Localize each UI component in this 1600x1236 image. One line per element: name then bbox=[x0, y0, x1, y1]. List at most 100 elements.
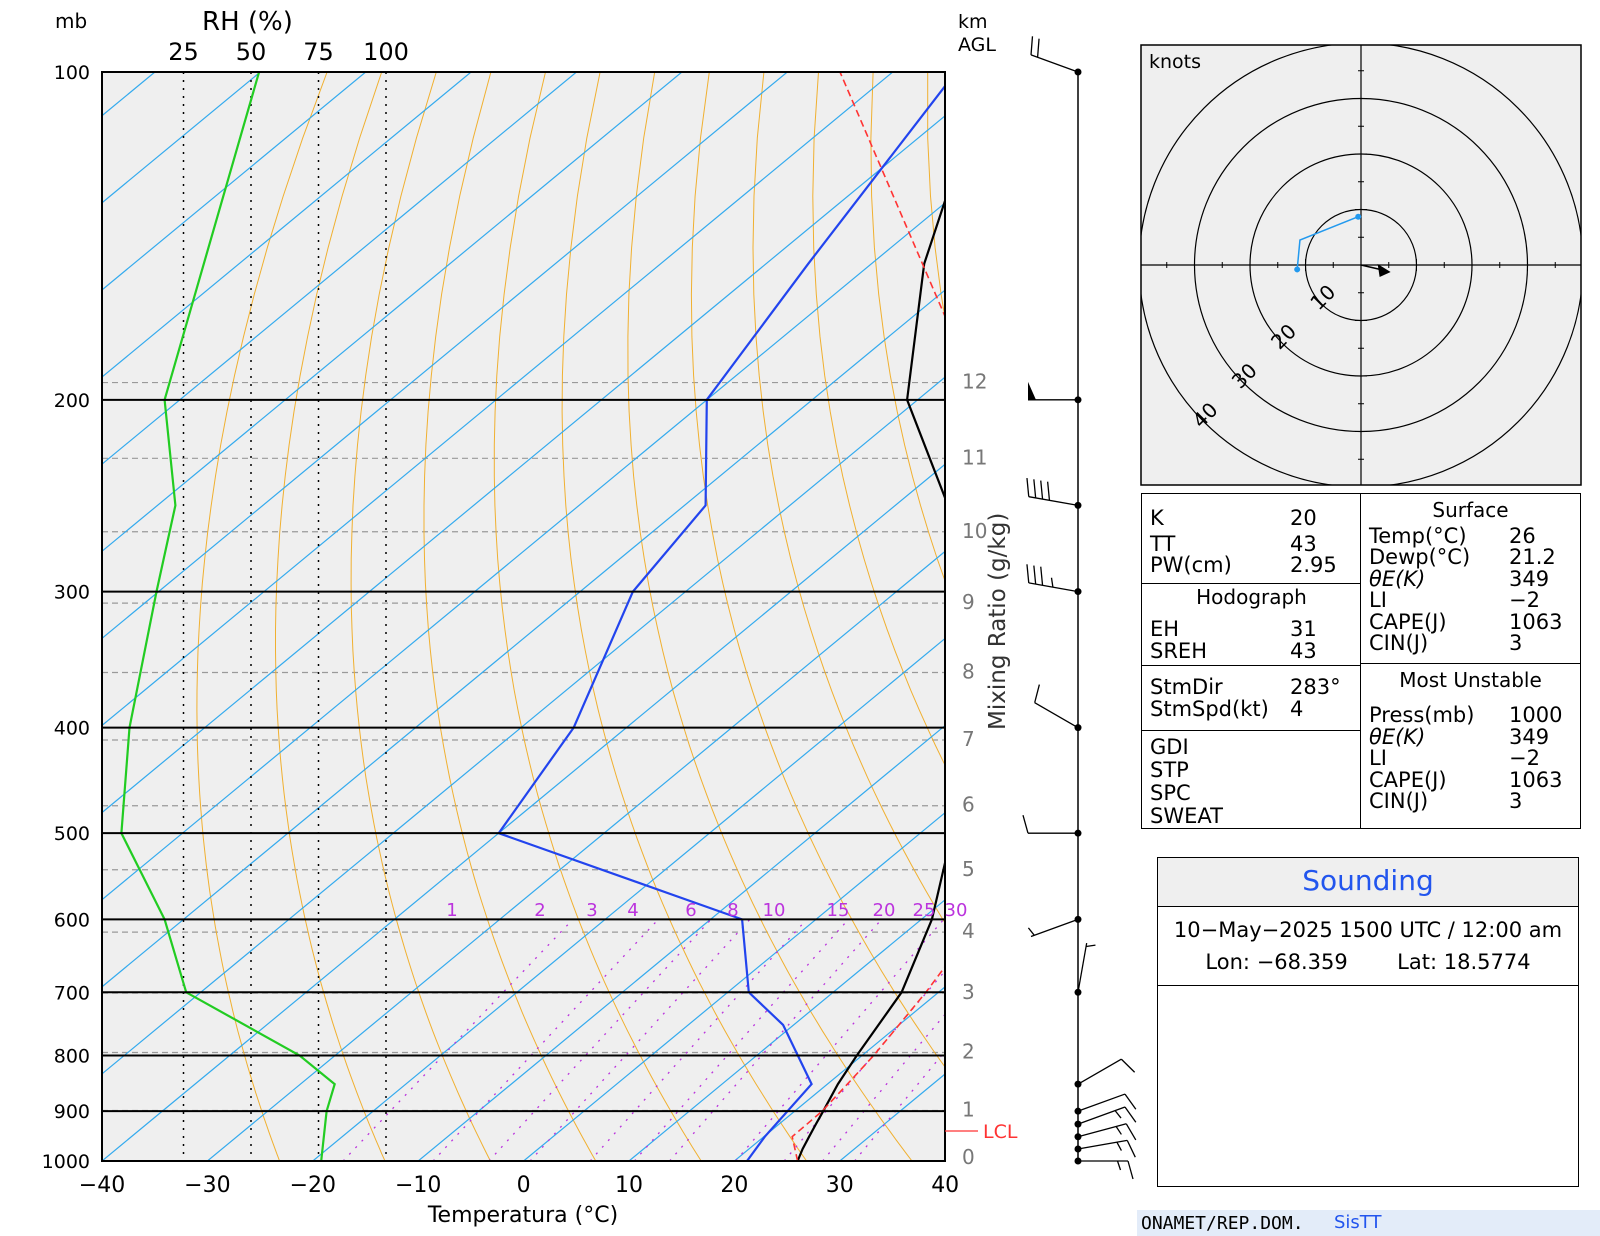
dry-adiabat-line bbox=[423, 72, 597, 1161]
temperature-profile-line bbox=[796, 197, 945, 1161]
mixing-ratio-axis-label: Mixing Ratio (g/kg) bbox=[985, 513, 1011, 730]
parcel-path-line bbox=[791, 72, 945, 1161]
temperature-tick-label: 30 bbox=[826, 1173, 854, 1198]
mu-cin-label: CIN(J) bbox=[1369, 789, 1429, 813]
mixing-ratio-tick-label: 1 bbox=[446, 900, 457, 921]
eh-label: EH bbox=[1150, 617, 1180, 641]
temperature-tick-label: 40 bbox=[931, 1173, 959, 1198]
temperature-tick-label: 20 bbox=[720, 1173, 748, 1198]
pressure-tick-label: 700 bbox=[54, 982, 90, 1004]
indices-left-panel: K 20 TT 43 PW(cm) 2.95 Hodograph EH 31 S… bbox=[1141, 493, 1362, 829]
dry-adiabat-line bbox=[812, 72, 945, 767]
rh-tick-label: 50 bbox=[236, 38, 267, 66]
height-tick-label: 5 bbox=[962, 857, 975, 881]
wind-barb-full bbox=[1034, 684, 1040, 703]
surface-thetae-label: θE(K) bbox=[1369, 567, 1426, 591]
pressure-unit-label: mb bbox=[55, 9, 87, 33]
mu-thetae-label: θE(K) bbox=[1369, 725, 1426, 749]
wind-barb-shaft bbox=[1030, 54, 1079, 73]
mixing-ratio-tick-label: 20 bbox=[873, 900, 896, 921]
indices-right-panel: Surface Temp(°C) 26 Dewp(°C) 21.2 θE(K) … bbox=[1360, 493, 1581, 829]
surface-li-label: LI bbox=[1369, 588, 1387, 612]
isotherm-line bbox=[312, 637, 945, 1161]
pw-value: 2.95 bbox=[1290, 553, 1337, 577]
height-tick-label: 10 bbox=[962, 519, 987, 543]
eh-value: 31 bbox=[1290, 617, 1317, 641]
stmdir-label: StmDir bbox=[1150, 675, 1223, 699]
pw-label: PW(cm) bbox=[1150, 553, 1232, 577]
surface-thetae-value: 349 bbox=[1509, 567, 1550, 591]
wind-barb-shaft bbox=[1030, 918, 1079, 938]
wind-barb-half bbox=[1085, 944, 1096, 948]
pressure-tick-label: 400 bbox=[54, 718, 90, 740]
wind-barb-shaft bbox=[1077, 1123, 1127, 1138]
mu-li-label: LI bbox=[1369, 746, 1387, 770]
divider bbox=[1158, 985, 1578, 986]
pressure-tick-label: 200 bbox=[54, 390, 90, 412]
temperature-tick-label: −20 bbox=[290, 1173, 336, 1198]
most-unstable-title: Most Unstable bbox=[1399, 668, 1542, 692]
isotherm-line bbox=[102, 289, 945, 988]
isotherm-line bbox=[102, 463, 945, 1161]
lat-label: Lat: bbox=[1397, 950, 1438, 974]
pressure-tick-label: 900 bbox=[54, 1101, 90, 1123]
hodograph-point bbox=[1294, 266, 1301, 273]
mixing-ratio-tick-label: 8 bbox=[727, 900, 738, 921]
wind-barb-full bbox=[1120, 1058, 1136, 1073]
height-tick-label: 7 bbox=[962, 727, 975, 751]
height-tick-label: 8 bbox=[962, 660, 975, 684]
height-tick-label: 9 bbox=[962, 590, 975, 614]
surface-temp-value: 26 bbox=[1509, 524, 1536, 548]
mixing-ratio-tick-label: 2 bbox=[534, 900, 545, 921]
plot-frame bbox=[101, 71, 946, 1162]
tt-value: 43 bbox=[1290, 532, 1317, 556]
height-tick-label: 1 bbox=[962, 1098, 975, 1122]
isotherm-line bbox=[102, 72, 577, 465]
mixing-ratio-tick-label: 15 bbox=[827, 900, 850, 921]
divider bbox=[1142, 583, 1361, 584]
footer-brand: SisTT bbox=[1334, 1212, 1382, 1233]
surface-cape-label: CAPE(J) bbox=[1369, 610, 1447, 634]
lon-label: Lon: bbox=[1205, 950, 1250, 974]
surface-temp-label: Temp(°C) bbox=[1369, 524, 1467, 548]
sounding-datetime: 10−May−2025 1500 UTC / 12:00 am bbox=[1173, 918, 1563, 942]
lat-value: 18.5774 bbox=[1443, 950, 1531, 974]
surface-dewp-label: Dewp(°C) bbox=[1369, 545, 1471, 569]
storm-motion-arrowhead bbox=[1377, 263, 1391, 277]
wind-barb-shaft bbox=[1034, 702, 1079, 729]
wind-barb-full bbox=[1033, 565, 1037, 585]
wind-barb-full bbox=[1124, 1093, 1137, 1110]
surface-cape-value: 1063 bbox=[1509, 610, 1563, 634]
wind-barb-shaft bbox=[1077, 1058, 1122, 1085]
temperature-tick-label: 0 bbox=[517, 1173, 531, 1198]
hodograph-point bbox=[1355, 213, 1362, 220]
isotherm-line bbox=[523, 811, 945, 1161]
divider bbox=[1142, 665, 1361, 666]
stmspd-label: StmSpd(kt) bbox=[1150, 697, 1269, 721]
stmdir-value: 283° bbox=[1290, 675, 1341, 699]
height-tick-label: 11 bbox=[962, 445, 987, 469]
temperature-tick-label: −10 bbox=[395, 1173, 441, 1198]
wind-barb-full bbox=[1022, 815, 1029, 834]
pressure-tick-label: 800 bbox=[54, 1045, 90, 1067]
dry-adiabat-line bbox=[493, 72, 702, 1161]
rh-tick-label: 75 bbox=[303, 38, 334, 66]
height-tick-label: 0 bbox=[962, 1145, 975, 1169]
spc-label: SPC bbox=[1150, 781, 1191, 805]
isotherm-line bbox=[628, 899, 945, 1161]
wind-barb-half bbox=[1114, 1110, 1122, 1119]
wind-barb-full bbox=[1046, 481, 1051, 501]
height-tick-label: 3 bbox=[962, 980, 975, 1004]
sounding-title-bar: Sounding bbox=[1158, 858, 1578, 907]
mixing-ratio-tick-label: 3 bbox=[586, 900, 597, 921]
wind-barb-shaft bbox=[1077, 1106, 1126, 1125]
k-value: 20 bbox=[1290, 506, 1317, 530]
wind-barb-full bbox=[1127, 1160, 1134, 1180]
k-label: K bbox=[1150, 506, 1164, 530]
sounding-title: Sounding bbox=[1302, 864, 1434, 897]
lcl-label: LCL bbox=[983, 1121, 1018, 1143]
wind-barb-half bbox=[1115, 1126, 1122, 1135]
height-tick-label: 4 bbox=[962, 919, 975, 943]
isotherm-line bbox=[102, 72, 472, 378]
isotherm-line bbox=[102, 72, 367, 291]
